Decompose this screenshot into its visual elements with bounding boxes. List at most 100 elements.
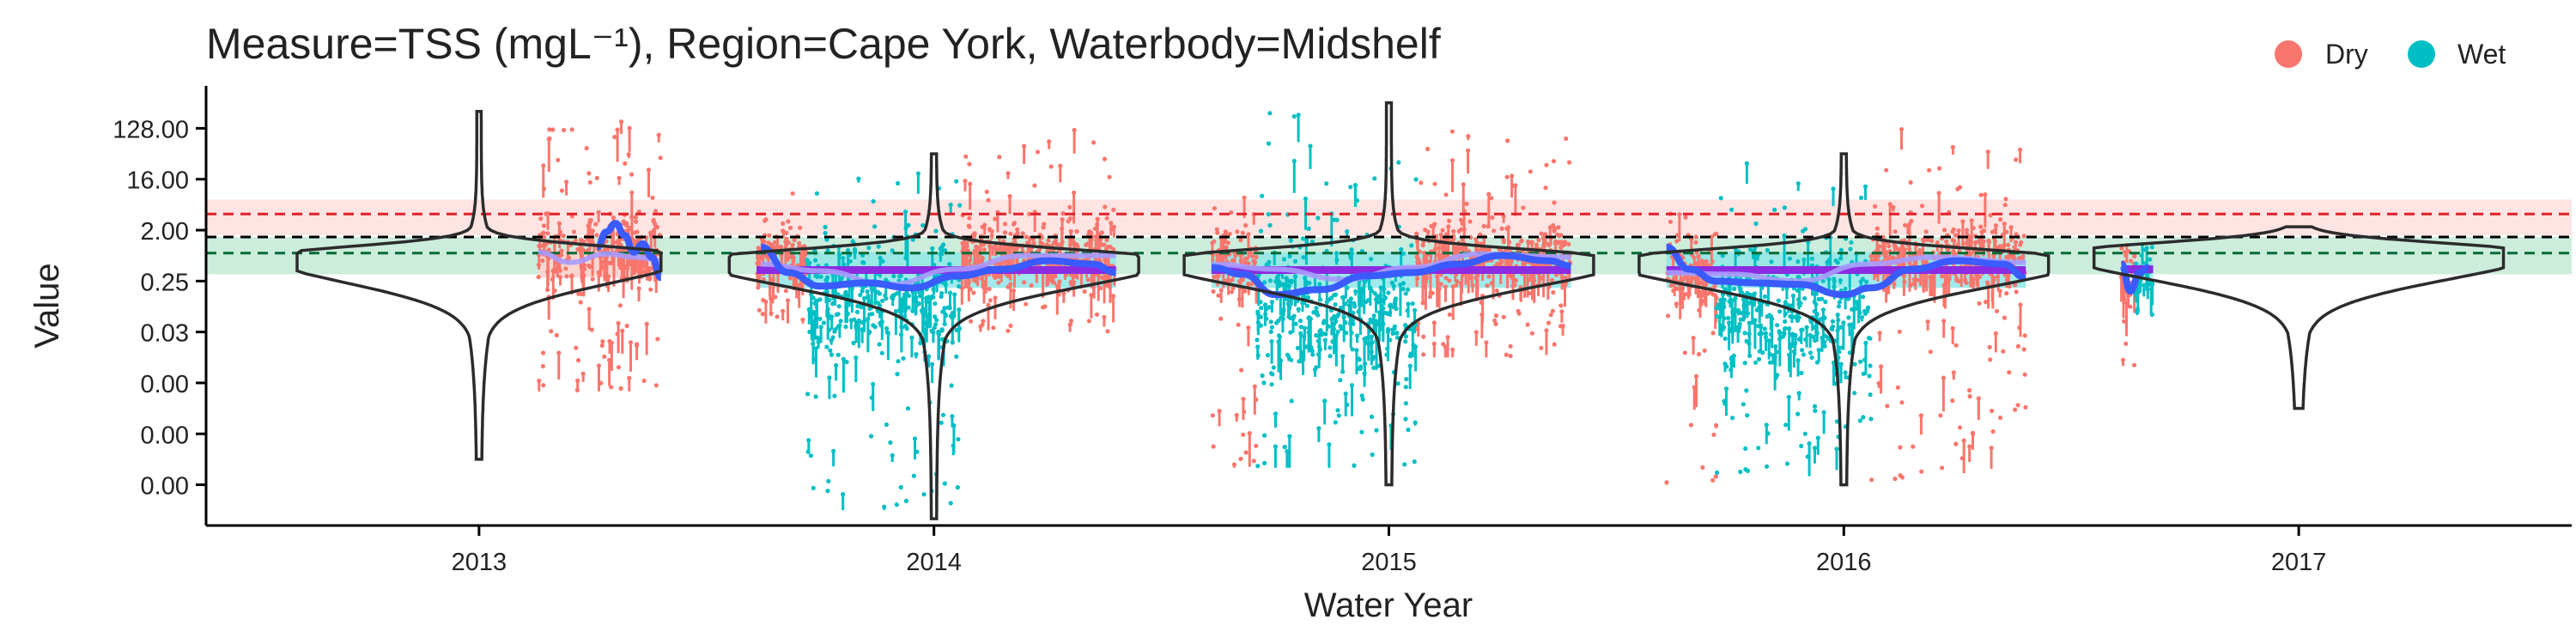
data-point: [877, 291, 883, 296]
data-point: [1493, 321, 1498, 326]
data-point: [1852, 391, 1857, 396]
data-point: [1318, 297, 1323, 302]
data-point: [903, 324, 908, 329]
data-point: [1262, 433, 1267, 438]
data-point: [573, 238, 579, 243]
data-point: [968, 287, 973, 292]
data-point: [1097, 240, 1103, 246]
data-point: [1760, 350, 1765, 355]
data-point: [1689, 279, 1694, 284]
data-point: [932, 325, 937, 331]
data-point: [1314, 333, 1319, 338]
data-point: [1922, 278, 1927, 283]
data-point: [948, 313, 953, 319]
data-point: [1765, 464, 1770, 469]
data-point: [1327, 354, 1333, 359]
data-point: [1432, 181, 1437, 186]
data-point: [1745, 413, 1750, 418]
data-point: [967, 224, 972, 229]
data-point: [1495, 261, 1500, 266]
data-point: [1519, 239, 1524, 244]
data-point: [1971, 249, 1977, 254]
data-point: [1865, 306, 1870, 311]
data-point: [1210, 413, 1215, 418]
trend-line: [596, 220, 663, 282]
data-point: [906, 293, 912, 299]
data-point: [1041, 225, 1046, 230]
y-tick: 0.25: [141, 269, 206, 296]
data-point: [1788, 313, 1793, 319]
data-point: [991, 325, 996, 331]
data-point: [790, 191, 795, 196]
data-point: [945, 305, 951, 310]
data-point: [1282, 444, 1287, 450]
data-point: [540, 363, 546, 369]
data-point: [1409, 243, 1414, 248]
data-point: [890, 295, 895, 301]
data-point: [1254, 397, 1259, 402]
data-point: [1099, 230, 1104, 235]
data-point: [1102, 156, 1108, 161]
data-point: [1938, 413, 1943, 418]
data-point: [1940, 465, 1945, 471]
data-point: [1919, 469, 1924, 474]
data-point: [942, 321, 947, 326]
data-point: [879, 350, 884, 355]
data-point: [906, 305, 911, 310]
data-point: [1928, 349, 1933, 355]
data-point: [2119, 246, 2124, 251]
data-point: [1516, 311, 1522, 316]
data-point: [1375, 300, 1381, 305]
data-point: [1885, 404, 1890, 409]
data-point: [1238, 258, 1243, 264]
data-point: [1229, 210, 1234, 216]
data-point: [1246, 282, 1251, 287]
data-point: [1990, 428, 1996, 434]
data-point: [1726, 315, 1731, 320]
data-point: [1103, 204, 1108, 210]
data-point: [896, 308, 902, 313]
data-point: [1732, 313, 1737, 319]
data-point: [1211, 444, 1216, 449]
data-point: [957, 283, 962, 289]
data-point: [960, 286, 965, 291]
data-point: [542, 234, 547, 240]
data-point: [1335, 329, 1340, 334]
data-point: [1868, 416, 1874, 422]
data-point: [783, 289, 788, 294]
data-point: [1031, 240, 1036, 246]
data-point: [850, 239, 855, 244]
data-point: [1927, 167, 1932, 173]
data-point: [1714, 306, 1719, 311]
data-point: [1369, 414, 1375, 419]
data-point: [1447, 278, 1452, 283]
x-tick-label: 2016: [1816, 549, 1872, 576]
data-point: [1862, 311, 1868, 316]
data-point: [877, 342, 882, 347]
data-point: [1739, 290, 1744, 295]
data-point: [756, 256, 761, 261]
data-point: [1807, 350, 1814, 355]
data-point: [594, 175, 599, 180]
data-point: [996, 280, 1001, 285]
data-point: [884, 325, 890, 331]
y-tick-label: 2.00: [141, 218, 189, 246]
data-point: [1382, 296, 1387, 301]
data-point: [1998, 217, 2003, 222]
data-point: [1857, 310, 1862, 315]
data-point: [2015, 343, 2020, 349]
data-point: [545, 287, 550, 292]
x-tick-label: 2017: [2271, 549, 2327, 576]
data-point: [1351, 321, 1356, 326]
data-point: [1988, 213, 1993, 218]
data-point: [1987, 344, 1992, 349]
data-point: [1255, 309, 1261, 314]
data-point: [1714, 231, 1719, 236]
data-point: [2135, 307, 2140, 312]
data-point: [1238, 456, 1243, 462]
data-point: [890, 248, 895, 253]
data-point: [545, 231, 550, 236]
data-point: [2013, 407, 2018, 412]
data-point: [1527, 276, 1532, 282]
data-point: [1809, 256, 1814, 261]
